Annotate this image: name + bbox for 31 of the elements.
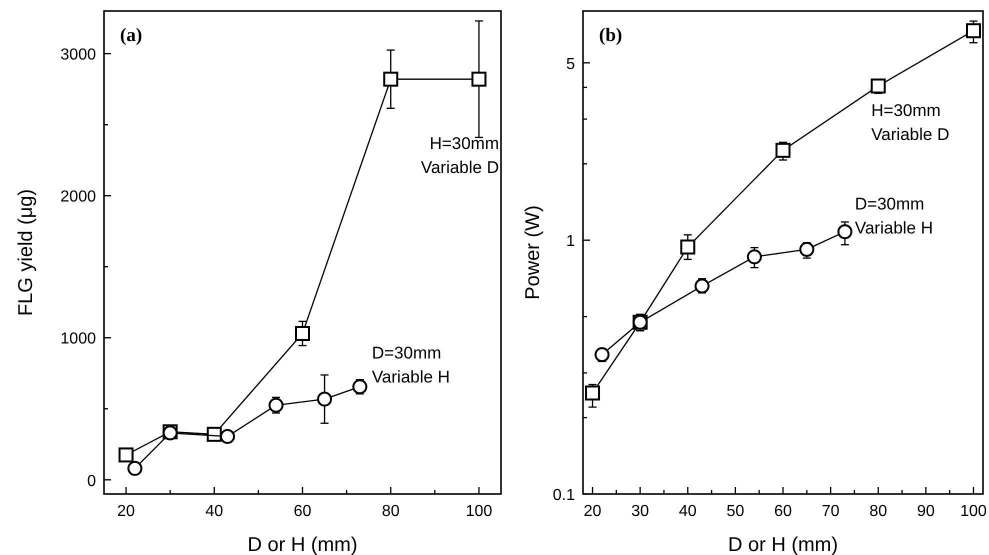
x-tick-label: 40 bbox=[678, 503, 697, 520]
x-tick-label: 80 bbox=[382, 503, 400, 520]
y-tick-label: 5 bbox=[566, 56, 576, 73]
y-axis-title: Power (W) bbox=[522, 205, 544, 300]
y-tick-label: 0.1 bbox=[552, 487, 576, 504]
x-tick-label: 50 bbox=[726, 503, 744, 520]
y-tick-label: 1000 bbox=[60, 330, 96, 348]
y-tick-label: 1 bbox=[566, 233, 576, 250]
x-tick-label: 20 bbox=[584, 503, 602, 520]
x-tick-label: 60 bbox=[294, 503, 312, 520]
x-axis-title: D or H (mm) bbox=[248, 534, 358, 555]
y-tick-label: 0 bbox=[87, 472, 96, 490]
y-tick-label: 3000 bbox=[60, 46, 96, 64]
x-tick-label: 80 bbox=[869, 503, 888, 520]
x-tick-label: 100 bbox=[466, 503, 492, 520]
series-label: H=30mm Variable D bbox=[871, 101, 950, 144]
text: H=30mm Variable D bbox=[420, 134, 499, 178]
x-tick-label: 100 bbox=[960, 503, 987, 520]
x-tick-label: 20 bbox=[117, 503, 136, 520]
x-tick-label: 90 bbox=[916, 503, 935, 520]
text: (a) bbox=[120, 25, 142, 46]
x-tick-label: 70 bbox=[822, 503, 840, 520]
series-label: D=30mm Variable H bbox=[854, 194, 934, 238]
series-label: D=30mm Variable H bbox=[372, 344, 450, 387]
y-tick-label: 2000 bbox=[60, 188, 96, 206]
x-axis-title: D or H (mm) bbox=[728, 534, 838, 555]
y-axis-title: FLG yield (μg) bbox=[15, 188, 37, 316]
x-tick-label: 40 bbox=[205, 503, 224, 520]
x-tick-label: 60 bbox=[774, 503, 792, 520]
x-tick-label: 30 bbox=[631, 503, 650, 520]
text: (b) bbox=[599, 25, 622, 46]
